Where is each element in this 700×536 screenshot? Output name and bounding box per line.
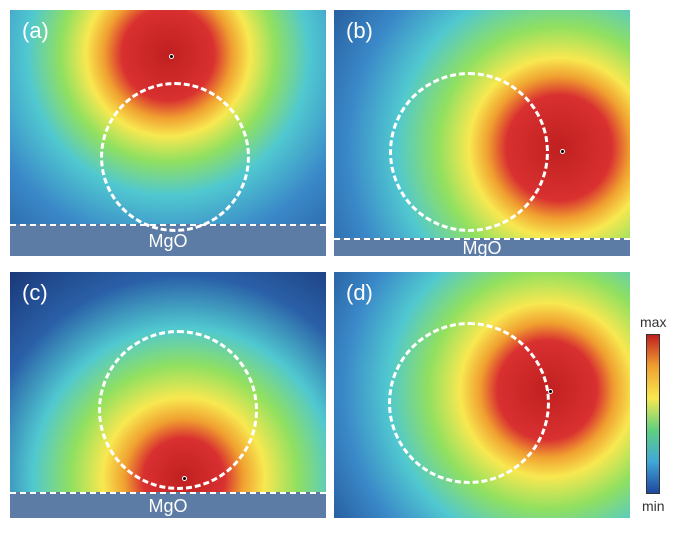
dashed-circle-b	[389, 72, 549, 232]
figure-container: (a) MgO (b) MgO (c) MgO (d)	[10, 10, 690, 526]
panel-d: (d)	[334, 272, 630, 518]
panel-c: (c) MgO	[10, 272, 326, 518]
substrate-b: MgO	[334, 238, 630, 256]
substrate-label-c: MgO	[148, 496, 187, 517]
panel-b: (b) MgO	[334, 10, 630, 256]
hotspot-dot-b	[560, 149, 565, 154]
panel-label-a: (a)	[22, 18, 49, 44]
panel-label-c: (c)	[22, 280, 48, 306]
colorbar-min-label: min	[642, 498, 665, 514]
hotspot-dot-c	[182, 476, 187, 481]
colorbar-max-label: max	[640, 314, 666, 330]
substrate-label-a: MgO	[148, 231, 187, 252]
substrate-label-b: MgO	[462, 238, 501, 257]
panel-a: (a) MgO	[10, 10, 326, 256]
panel-label-b: (b)	[346, 18, 373, 44]
panel-label-d: (d)	[346, 280, 373, 306]
hotspot-dot-a	[169, 54, 174, 59]
colorbar-gradient	[646, 334, 660, 494]
dashed-circle-c	[98, 330, 258, 490]
substrate-c: MgO	[10, 492, 326, 518]
hotspot-dot-d	[548, 389, 553, 394]
dashed-circle-d	[388, 322, 550, 484]
colorbar: max min	[640, 310, 666, 518]
dashed-circle-a	[100, 82, 250, 232]
